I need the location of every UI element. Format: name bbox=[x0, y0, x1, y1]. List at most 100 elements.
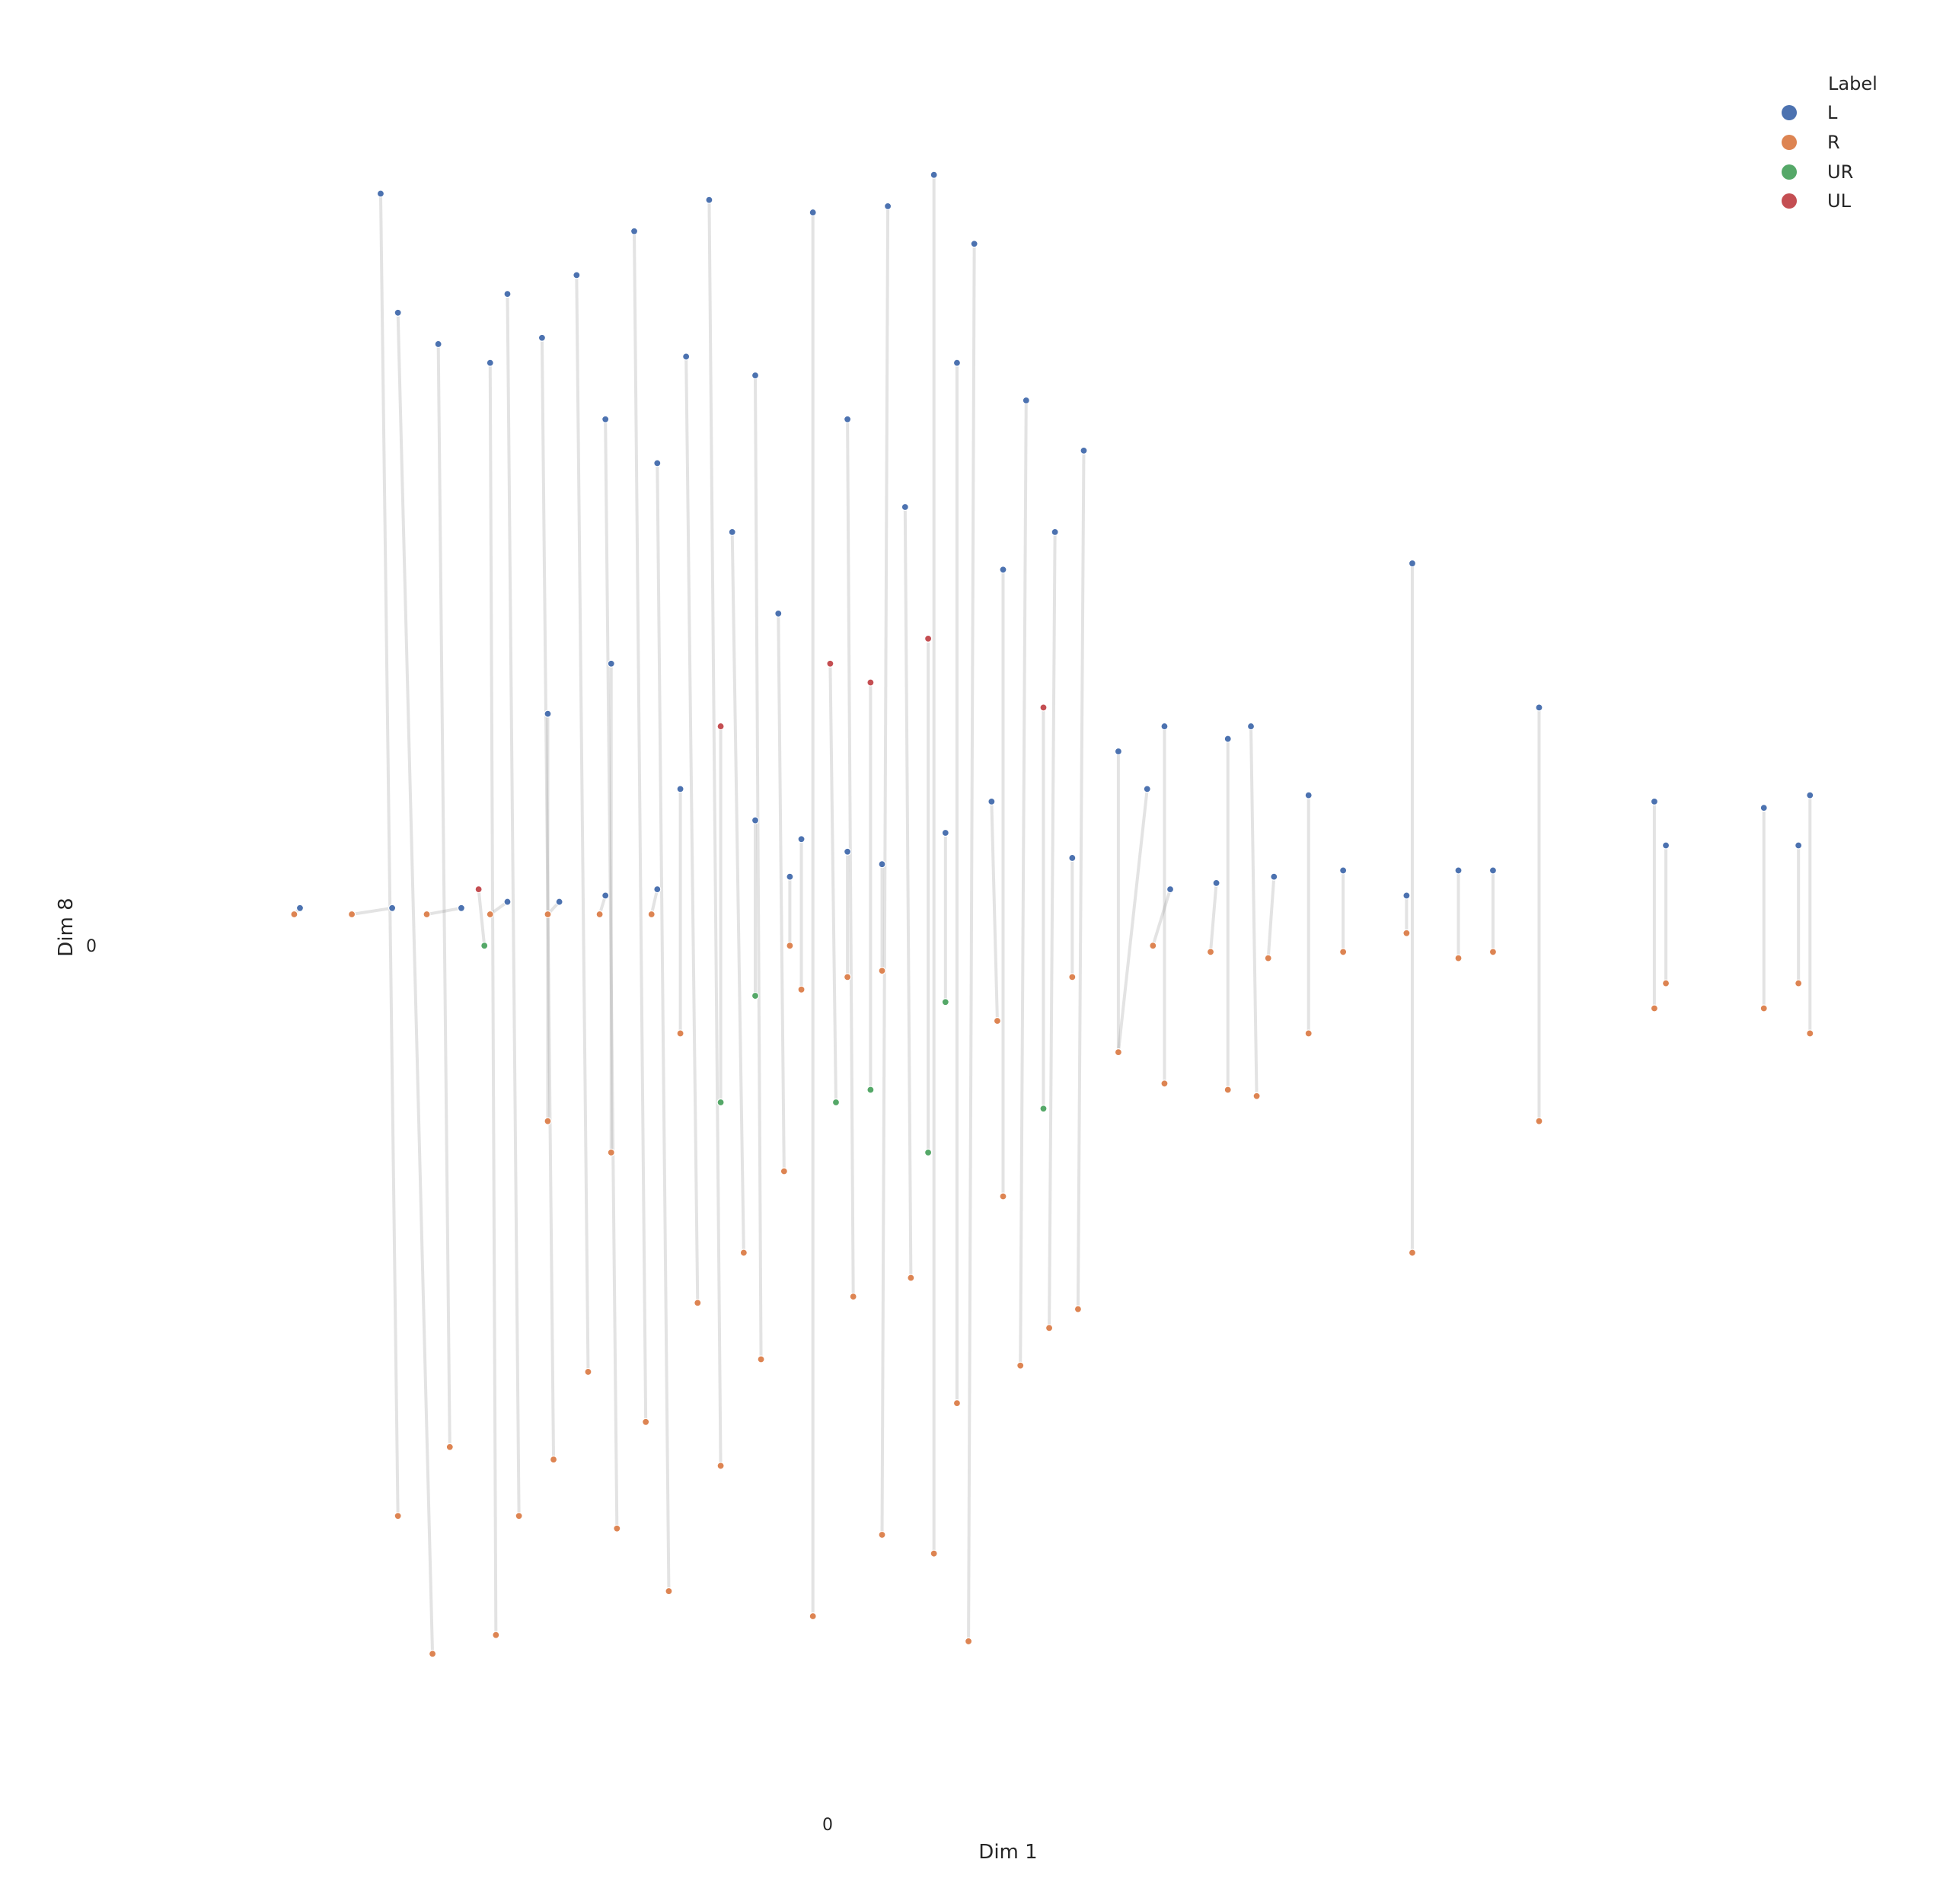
connector-line bbox=[1266, 876, 1276, 958]
data-point-r bbox=[1339, 948, 1348, 956]
data-point-l bbox=[1166, 885, 1175, 894]
data-point-l bbox=[607, 659, 615, 668]
data-point-r bbox=[647, 910, 656, 919]
data-point-r bbox=[595, 910, 604, 919]
legend-title: Label bbox=[1828, 73, 1878, 94]
data-point-l bbox=[1270, 872, 1278, 881]
connector-line bbox=[1151, 888, 1172, 946]
data-point-l bbox=[1760, 803, 1768, 812]
data-point-r bbox=[1408, 1249, 1417, 1257]
legend-entry-r: R bbox=[1782, 132, 1840, 153]
connector-line bbox=[477, 888, 487, 946]
data-point-l bbox=[930, 171, 938, 179]
connector-line bbox=[846, 419, 855, 1297]
data-point-r bbox=[1206, 948, 1215, 956]
connector-line bbox=[396, 312, 435, 1654]
data-point-l bbox=[630, 227, 639, 235]
connector-line bbox=[730, 531, 745, 1253]
connector-line bbox=[426, 906, 462, 917]
connector-line bbox=[351, 906, 393, 917]
data-point-ur bbox=[716, 1098, 725, 1107]
data-point-l bbox=[1304, 791, 1313, 799]
data-point-r bbox=[930, 1549, 938, 1558]
data-point-r bbox=[642, 1418, 650, 1426]
data-point-r bbox=[964, 1637, 973, 1646]
data-point-ul bbox=[924, 634, 933, 643]
connector-line bbox=[488, 362, 498, 1635]
legend: Label L R UR UL bbox=[1782, 73, 1878, 212]
data-point-r bbox=[613, 1524, 621, 1532]
data-point-l bbox=[486, 359, 494, 367]
legend-marker-ul bbox=[1782, 193, 1797, 209]
data-point-r bbox=[1454, 954, 1463, 962]
data-point-l bbox=[952, 359, 962, 367]
data-point-ur bbox=[924, 1148, 933, 1156]
data-point-ur bbox=[480, 942, 489, 950]
connector-line bbox=[378, 193, 400, 1517]
data-point-l bbox=[601, 415, 610, 423]
data-point-ur bbox=[1039, 1105, 1048, 1113]
data-point-r bbox=[757, 1355, 765, 1363]
data-point-r bbox=[486, 910, 494, 919]
data-point-l bbox=[573, 271, 581, 279]
data-point-l bbox=[884, 202, 892, 210]
connector-line bbox=[604, 419, 619, 1529]
legend-label-ur: UR bbox=[1827, 161, 1853, 183]
data-point-ul bbox=[1039, 703, 1048, 712]
data-point-l bbox=[1114, 747, 1122, 756]
connector-line bbox=[828, 663, 838, 1103]
data-point-l bbox=[1212, 879, 1220, 887]
data-point-l bbox=[676, 785, 684, 793]
connector-line bbox=[1048, 531, 1057, 1328]
data-point-r bbox=[694, 1299, 702, 1307]
data-point-r bbox=[1535, 1117, 1543, 1125]
data-point-l bbox=[774, 609, 783, 618]
legend-entry-ul: UL bbox=[1782, 190, 1852, 212]
data-point-r bbox=[1304, 1029, 1313, 1038]
connector-line bbox=[903, 506, 913, 1278]
data-point-r bbox=[1114, 1048, 1122, 1057]
connector-line bbox=[575, 275, 590, 1372]
connector-line bbox=[506, 294, 521, 1517]
data-point-l bbox=[1160, 722, 1169, 731]
connector-line bbox=[753, 375, 763, 1360]
connector-line bbox=[656, 463, 671, 1592]
connector-line bbox=[540, 337, 556, 1460]
data-point-r bbox=[445, 1443, 454, 1451]
legend-entry-l: L bbox=[1782, 102, 1838, 123]
data-point-l bbox=[1535, 703, 1543, 712]
data-point-l bbox=[1454, 866, 1463, 875]
y-axis: 0 Dim 8 bbox=[55, 898, 97, 956]
data-point-ul bbox=[866, 678, 875, 687]
data-point-l bbox=[434, 340, 442, 349]
data-point-r bbox=[786, 942, 794, 950]
data-point-l bbox=[376, 190, 385, 198]
data-point-ul bbox=[474, 885, 483, 894]
data-point-r bbox=[1045, 1324, 1054, 1332]
data-point-r bbox=[1760, 1004, 1768, 1013]
data-point-l bbox=[538, 333, 547, 342]
data-point-l bbox=[1143, 785, 1151, 793]
data-point-l bbox=[1488, 866, 1498, 875]
data-point-r bbox=[1074, 1305, 1083, 1313]
connector-line bbox=[1249, 726, 1259, 1096]
data-point-ul bbox=[826, 659, 834, 668]
data-point-l bbox=[999, 566, 1007, 574]
data-point-r bbox=[607, 1148, 615, 1156]
data-point-r bbox=[844, 973, 852, 981]
connector-line bbox=[436, 343, 451, 1447]
connector-line bbox=[777, 613, 786, 1172]
data-point-l bbox=[1080, 446, 1088, 454]
data-point-l bbox=[705, 196, 713, 204]
data-point-l bbox=[295, 904, 305, 912]
data-point-r bbox=[394, 1512, 402, 1520]
data-point-r bbox=[739, 1249, 748, 1257]
legend-marker-ur bbox=[1782, 164, 1797, 180]
data-point-l bbox=[941, 828, 949, 837]
data-point-l bbox=[682, 352, 691, 361]
data-point-r bbox=[665, 1587, 673, 1596]
data-point-r bbox=[780, 1167, 788, 1175]
data-point-l bbox=[653, 459, 662, 467]
data-point-l bbox=[878, 860, 886, 869]
